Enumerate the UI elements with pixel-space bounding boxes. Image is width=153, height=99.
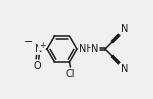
Text: N: N bbox=[91, 44, 99, 54]
Text: N: N bbox=[121, 24, 128, 34]
Text: −: − bbox=[24, 37, 34, 47]
Text: N: N bbox=[35, 44, 42, 54]
Text: O: O bbox=[26, 37, 34, 47]
Text: N: N bbox=[121, 64, 128, 74]
Text: NH: NH bbox=[79, 44, 93, 54]
Text: O: O bbox=[34, 61, 41, 71]
Text: +: + bbox=[39, 41, 45, 50]
Text: Cl: Cl bbox=[66, 69, 75, 79]
